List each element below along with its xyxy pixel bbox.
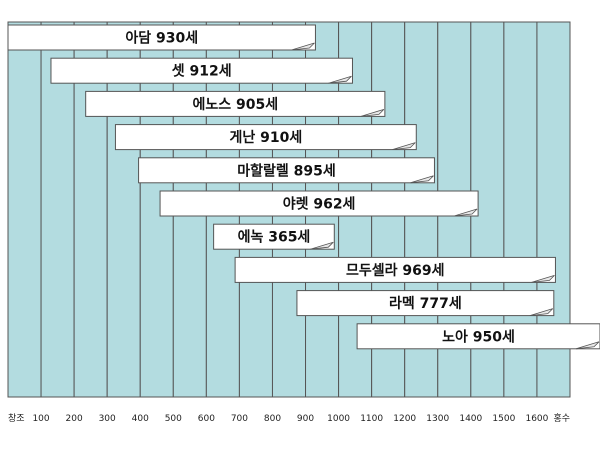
lifespan-bar-label: 아담 930세	[125, 30, 198, 47]
lifespan-bar-label: 마할랄렐 895세	[237, 162, 336, 179]
century-column	[7, 21, 42, 398]
lifespan-bar-label: 에노스 905세	[192, 97, 278, 113]
page-curl-decoration	[410, 175, 434, 184]
x-tick-label: 800	[264, 414, 281, 424]
x-tick-label: 1300	[426, 414, 449, 424]
page-curl-decoration	[392, 142, 416, 150]
x-tick-label: 500	[165, 414, 182, 424]
lifespan-bar	[7, 24, 316, 51]
lifespan-bar-group: 므두셀라 969세	[234, 256, 556, 283]
lifespan-bar	[213, 223, 335, 250]
x-tick-label: 100	[32, 414, 49, 424]
x-tick-label: 1600	[525, 414, 548, 424]
lifespan-bar	[356, 323, 600, 350]
lifespan-bar-group: 에녹 365세	[213, 223, 335, 250]
lifespan-bar-group: 야렛 962세	[159, 190, 479, 217]
lifespan-bar	[138, 157, 435, 184]
x-tick-label: 900	[297, 414, 314, 424]
x-tick-label: 400	[132, 414, 149, 424]
lifespan-bar-label: 므두셀라 969세	[346, 263, 445, 279]
lifespan-bar	[234, 256, 556, 283]
page-curl-decoration	[310, 241, 334, 250]
lifespan-bar-label: 라멕 777세	[389, 295, 462, 312]
lifespan-bar-group: 라멕 777세	[296, 290, 555, 317]
x-tick-label: 1200	[393, 414, 416, 424]
lifespan-bar	[296, 290, 555, 317]
page-curl-decoration	[453, 208, 478, 217]
lifespan-bar	[50, 57, 353, 84]
lifespan-bar-label: 에녹 365세	[238, 230, 311, 246]
page-curl-decoration	[291, 42, 315, 51]
lifespan-bar-label: 셋 912세	[172, 63, 232, 80]
x-tick-label: 200	[66, 414, 83, 424]
page-curl-decoration	[575, 341, 600, 350]
lifespan-bar-group: 게난 910세	[114, 124, 417, 151]
century-column	[40, 21, 75, 398]
x-tick-label: 1000	[327, 414, 350, 424]
lifespan-bar-label: 게난 910세	[229, 129, 302, 146]
x-tick-label: 1400	[459, 414, 482, 424]
century-column	[73, 21, 108, 398]
lifespan-bar-group: 에노스 905세	[85, 90, 386, 117]
lifespan-bar-group: 아담 930세	[7, 24, 316, 51]
lifespan-bar	[85, 90, 386, 117]
x-tick-label: 700	[231, 414, 248, 424]
x-axis-tick-labels: 창조 100 200 300 400 500 600 700 800 900 1000 1100 120…	[8, 412, 570, 424]
page-curl-decoration	[360, 109, 385, 117]
lifespan-bar	[159, 190, 479, 217]
x-tick-label: 창조	[8, 413, 25, 424]
page-curl-decoration	[531, 275, 555, 283]
page-curl-decoration	[328, 75, 352, 84]
lifespan-bar-group: 노아 950세	[356, 323, 600, 350]
x-tick-label: 1500	[492, 414, 515, 424]
x-tick-label: 홍수	[553, 412, 570, 424]
lifespan-bar-label: 야렛 962세	[283, 196, 356, 213]
lifespan-bar-label: 노아 950세	[442, 328, 515, 345]
x-tick-label: 1100	[360, 414, 383, 424]
page-curl-decoration	[529, 308, 554, 316]
x-tick-label: 300	[99, 414, 116, 424]
x-tick-label: 600	[198, 414, 215, 424]
lifespan-bar-group: 셋 912세	[50, 57, 353, 84]
lifespan-bar-group: 마할랄렐 895세	[138, 157, 435, 184]
lifespan-bar	[114, 124, 417, 151]
